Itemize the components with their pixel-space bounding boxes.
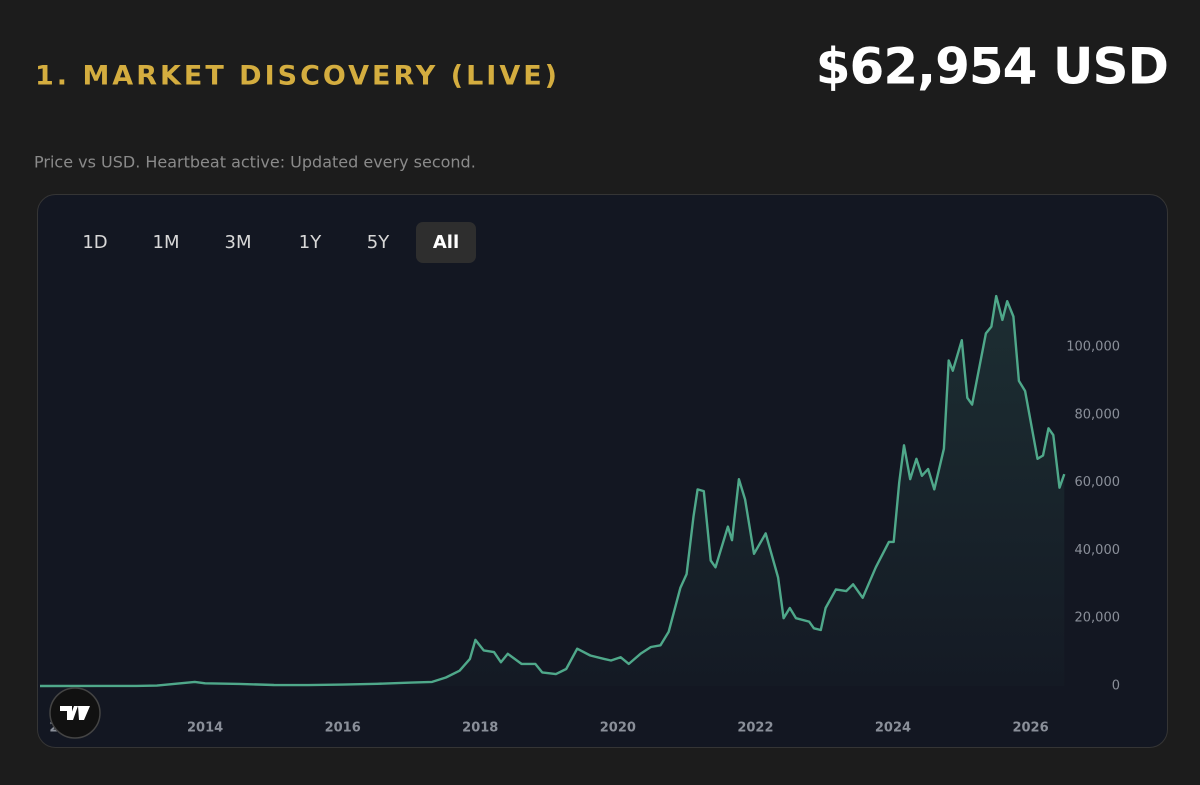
range-button[interactable]: 5Y	[367, 232, 390, 253]
range-button[interactable]: 1Y	[299, 232, 322, 253]
subtitle: Price vs USD. Heartbeat active: Updated …	[34, 153, 476, 172]
y-tick-label: 40,000	[1075, 543, 1121, 558]
x-tick-label: 2026	[1012, 721, 1048, 736]
range-button[interactable]: All	[416, 222, 476, 263]
range-button[interactable]: 1M	[153, 232, 180, 253]
range-button-label[interactable]: 1M	[153, 232, 180, 253]
logo	[49, 687, 101, 739]
price-line	[39, 294, 1066, 688]
x-tick-label: 2024	[875, 721, 911, 736]
area	[40, 296, 1065, 686]
range-button-label[interactable]: 5Y	[367, 232, 390, 253]
range-button[interactable]: 3M	[225, 232, 252, 253]
range-button[interactable]: 1D	[82, 232, 107, 253]
section-title: 1. MARKET DISCOVERY (LIVE)	[35, 61, 560, 92]
range-buttons: 1D 1M 3M 1Y 5Y All	[82, 222, 476, 263]
price: $62,954 USD	[816, 38, 1168, 96]
range-button-bg[interactable]	[416, 222, 476, 263]
x-tick-label: 2016	[325, 721, 361, 736]
x-tick-label: 2020	[600, 721, 636, 736]
y-tick-label: 0	[1112, 678, 1120, 693]
y-tick-label: 80,000	[1075, 407, 1121, 422]
y-tick-label: 100,000	[1066, 339, 1120, 354]
range-button-label[interactable]: All	[433, 232, 459, 253]
range-button-label[interactable]: 1D	[82, 232, 107, 253]
range-button-label[interactable]: 3M	[225, 232, 252, 253]
logo-mark	[60, 706, 90, 720]
y-tick-label: 20,000	[1075, 611, 1121, 626]
y-tick-label: 60,000	[1075, 475, 1121, 490]
x-tick-label: 2022	[737, 721, 773, 736]
x-tick-label: 2014	[187, 721, 223, 736]
x-tick-label: 2018	[462, 721, 498, 736]
range-button-label[interactable]: 1Y	[299, 232, 322, 253]
plot: 20122014201620182020202220242026	[39, 294, 1066, 736]
